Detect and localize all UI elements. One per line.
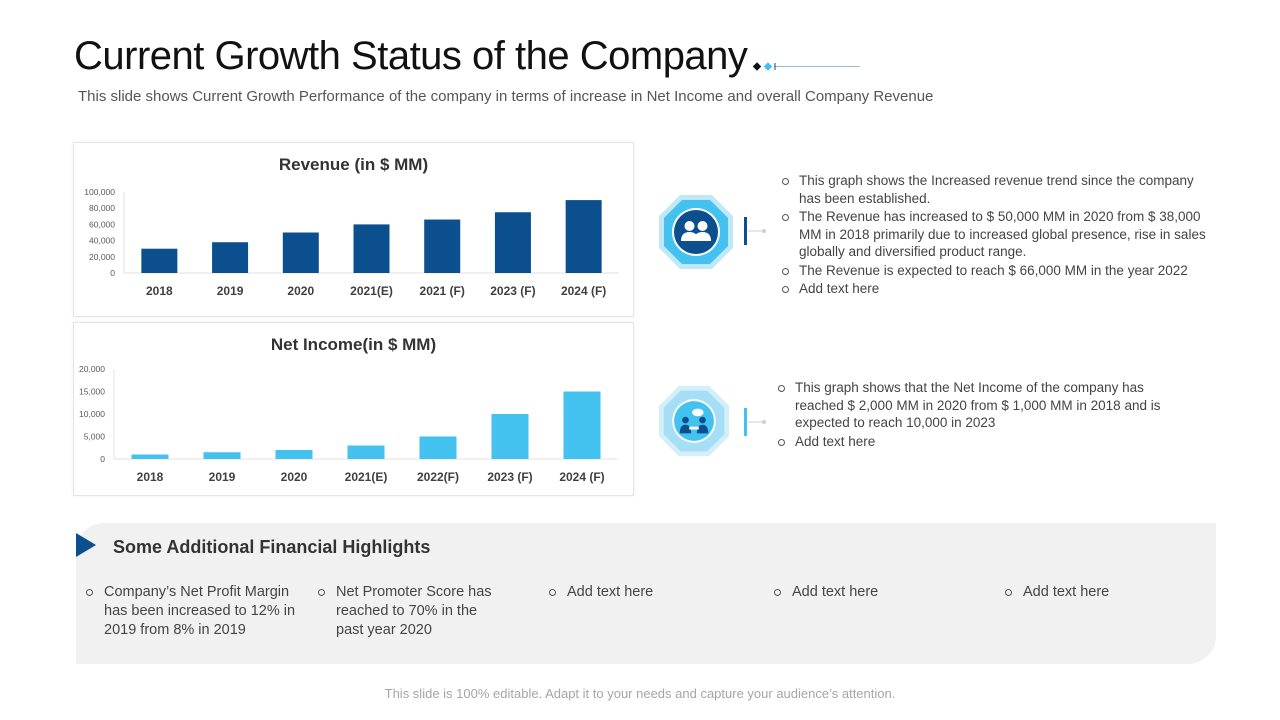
net-income-x-tick-label: 2022(F) (417, 470, 459, 484)
highlight-column-2: Net Promoter Score has reached to 70% in… (318, 583, 508, 640)
list-item: Add text here (774, 583, 954, 602)
list-item: Net Promoter Score has reached to 70% in… (318, 583, 508, 640)
net-income-y-tick-label: 0 (100, 454, 105, 464)
revenue-notes-list: This graph shows the Increased revenue t… (779, 172, 1209, 299)
list-item: Add text here (779, 280, 1209, 298)
income-connector (744, 408, 766, 436)
play-arrow-icon (76, 533, 96, 557)
income-notes-list: This graph shows that the Net Income of … (775, 379, 1175, 451)
revenue-x-tick-label: 2023 (F) (490, 284, 535, 298)
revenue-bar (212, 242, 249, 273)
list-item: Add text here (775, 433, 1175, 451)
footer-note: This slide is 100% editable. Adapt it to… (384, 686, 896, 701)
net-income-bar (347, 445, 385, 459)
net-income-bar-chart: 0 5,000 10,000 15,000 20,000 2018 2019 2020 2021… (79, 364, 618, 484)
list-item: This graph shows the Increased revenue t… (779, 172, 1209, 207)
net-income-bar (491, 414, 529, 459)
list-item: This graph shows that the Net Income of … (775, 379, 1175, 432)
net-income-x-tick-label: 2020 (281, 470, 308, 484)
revenue-chart-title: Revenue (in $ MM) (278, 155, 429, 174)
highlights-title: Some Additional Financial Highlights (113, 537, 431, 557)
revenue-bar (282, 232, 319, 273)
net-income-bar (203, 452, 241, 459)
highlight-column-4: Add text here (774, 583, 954, 602)
revenue-y-tick-label: 0 (110, 268, 115, 278)
revenue-x-tick-label: 2024 (F) (561, 284, 606, 298)
revenue-x-tick-label: 2020 (287, 284, 314, 298)
revenue-bar (353, 224, 390, 273)
revenue-bar (494, 212, 531, 273)
net-income-x-tick-label: 2018 (137, 470, 164, 484)
net-income-y-tick-label: 20,000 (79, 364, 105, 374)
revenue-y-tick-label: 60,000 (89, 219, 115, 229)
net-income-bar (419, 436, 457, 459)
net-income-chart-title: Net Income(in $ MM) (270, 335, 437, 354)
net-income-y-tick-label: 5,000 (84, 432, 106, 442)
page-title: Current Growth Status of the Company (74, 34, 748, 78)
revenue-y-tick-label: 40,000 (89, 236, 115, 246)
page-subtitle: This slide shows Current Growth Performa… (78, 88, 934, 105)
revenue-y-tick-label: 100,000 (84, 187, 115, 197)
net-income-bar (275, 450, 313, 459)
net-income-x-tick-label: 2021(E) (345, 470, 388, 484)
handshake-chat-icon (658, 385, 730, 457)
highlight-column-3: Add text here (549, 583, 729, 602)
title-decoration (752, 62, 860, 71)
business-people-icon (659, 195, 733, 269)
list-item: Company’s Net Profit Margin has been inc… (86, 583, 296, 640)
list-item: Add text here (549, 583, 729, 602)
highlights-panel: Some Additional Financial Highlights Com… (76, 523, 1216, 664)
net-income-x-tick-label: 2019 (209, 470, 236, 484)
revenue-connector (744, 217, 766, 245)
revenue-x-tick-label: 2021(E) (350, 284, 393, 298)
highlight-column-1: Company’s Net Profit Margin has been inc… (86, 583, 296, 640)
revenue-x-tick-label: 2021 (F) (420, 284, 465, 298)
revenue-chart-card: Revenue (in $ MM) 0 20,000 40,000 60,000 80,… (73, 142, 634, 317)
list-item: Add text here (1005, 583, 1185, 602)
revenue-bar (565, 200, 602, 273)
revenue-y-tick-label: 80,000 (89, 203, 115, 213)
revenue-bar (424, 219, 461, 273)
list-item: The Revenue has increased to $ 50,000 MM… (779, 208, 1209, 261)
net-income-x-tick-label: 2024 (F) (559, 470, 604, 484)
net-income-y-tick-label: 10,000 (79, 409, 105, 419)
revenue-x-tick-label: 2019 (217, 284, 244, 298)
revenue-bar-chart: 0 20,000 40,000 60,000 80,000 100,000 2018 2019… (84, 187, 619, 298)
revenue-y-tick-label: 20,000 (89, 252, 115, 262)
highlight-column-5: Add text here (1005, 583, 1185, 602)
revenue-x-tick-label: 2018 (146, 284, 173, 298)
revenue-bar (141, 248, 178, 273)
net-income-bar (563, 391, 601, 459)
net-income-chart-card: Net Income(in $ MM) 0 5,000 10,000 15,000 20… (73, 322, 634, 496)
net-income-y-tick-label: 15,000 (79, 387, 105, 397)
list-item: The Revenue is expected to reach $ 66,00… (779, 262, 1209, 280)
net-income-bar (131, 454, 169, 459)
net-income-x-tick-label: 2023 (F) (487, 470, 532, 484)
